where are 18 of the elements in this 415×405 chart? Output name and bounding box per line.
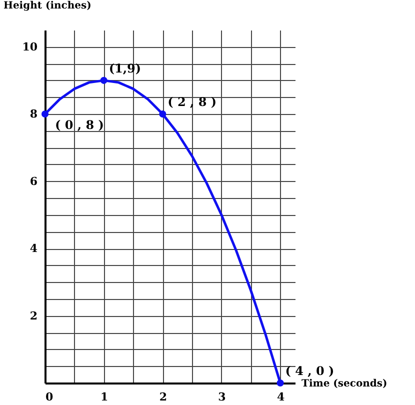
annotation: ( 0 , 8 )	[55, 118, 104, 132]
y-tick-label: 2	[30, 309, 38, 322]
y-tick-label: 6	[30, 174, 38, 188]
x-tick-label: 1	[100, 390, 108, 404]
x-tick-label: 3	[218, 390, 226, 404]
y-tick-label: 10	[22, 40, 38, 54]
x-tick-label: 4	[276, 390, 285, 404]
x-tick-label: 0	[46, 390, 54, 404]
point	[276, 379, 284, 387]
point	[41, 110, 49, 118]
point	[159, 110, 166, 118]
x-axis-title: Time (seconds)	[302, 378, 388, 390]
x-tick-label: 2	[159, 390, 167, 404]
y-tick-label: 4	[30, 242, 38, 256]
point	[100, 76, 108, 84]
annotation: ( 4 , 0 )	[285, 364, 334, 378]
y-axis-title: Height (inches)	[4, 0, 92, 12]
y-tick-label: 8	[30, 108, 38, 121]
